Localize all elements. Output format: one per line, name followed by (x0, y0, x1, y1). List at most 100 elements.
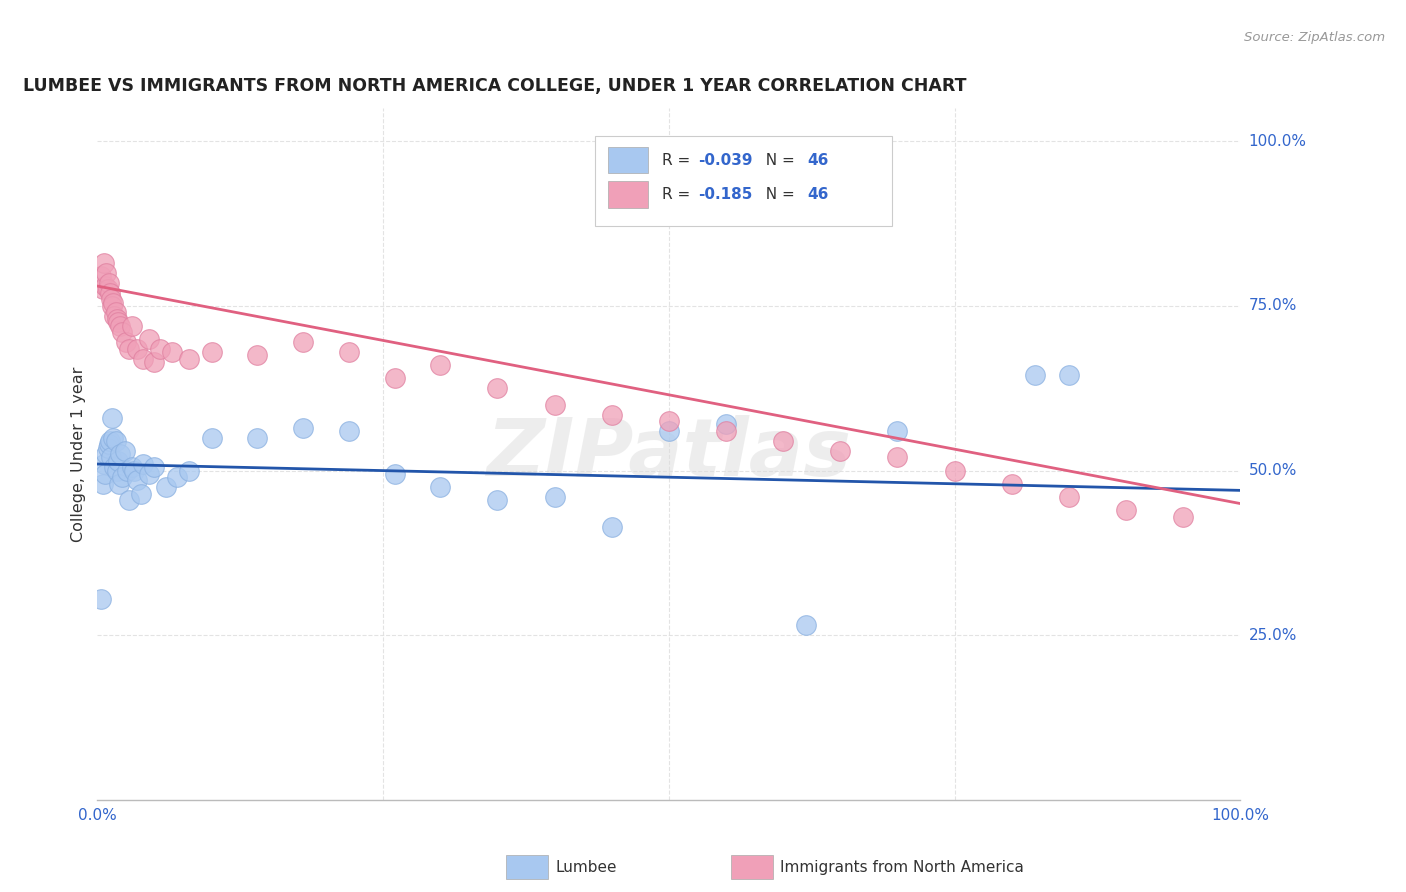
Point (246, 348, 269, 362)
Point (292, 335, 315, 350)
Point (96, 447, 118, 461)
Text: -0.185: -0.185 (699, 187, 754, 202)
Point (1173, 509, 1195, 524)
Y-axis label: College, Under 1 year: College, Under 1 year (72, 367, 86, 541)
Point (486, 493, 509, 508)
Point (98, 285, 121, 300)
Point (103, 431, 125, 445)
Point (115, 464, 138, 478)
Point (600, 519, 623, 533)
Text: ZIPatlas: ZIPatlas (486, 415, 851, 493)
Point (429, 480, 451, 494)
Point (90, 269, 112, 284)
Point (1115, 503, 1137, 517)
Point (91, 476, 114, 491)
Text: Immigrants from North America: Immigrants from North America (780, 860, 1024, 874)
Text: -0.039: -0.039 (699, 153, 754, 168)
Point (246, 431, 269, 445)
Point (543, 398, 565, 412)
Point (886, 424, 908, 438)
Point (658, 414, 681, 428)
Point (160, 345, 183, 359)
Text: LUMBEE VS IMMIGRANTS FROM NORTH AMERICA COLLEGE, UNDER 1 YEAR CORRELATION CHART: LUMBEE VS IMMIGRANTS FROM NORTH AMERICA … (22, 78, 966, 95)
Point (97, 282, 120, 296)
Point (292, 421, 315, 435)
Point (101, 410, 124, 425)
Point (155, 480, 177, 494)
Point (118, 342, 141, 356)
Point (429, 358, 451, 372)
Point (943, 464, 966, 478)
Text: R =: R = (662, 153, 695, 168)
Point (121, 318, 143, 333)
Point (177, 351, 200, 366)
Point (103, 309, 125, 323)
Text: Lumbee: Lumbee (555, 860, 617, 874)
Point (138, 332, 160, 346)
Point (177, 464, 200, 478)
Point (96, 266, 118, 280)
Point (108, 318, 131, 333)
Point (97, 437, 120, 451)
Point (543, 490, 565, 504)
Point (129, 486, 152, 500)
Point (1057, 490, 1080, 504)
Point (97, 441, 120, 455)
Point (143, 355, 166, 369)
Point (100, 292, 122, 306)
Point (122, 464, 145, 478)
Point (772, 434, 794, 448)
Point (111, 470, 134, 484)
Point (105, 464, 128, 478)
Point (132, 457, 155, 471)
Point (91, 282, 114, 296)
Text: 100.0%: 100.0% (1249, 134, 1306, 149)
Point (166, 470, 188, 484)
Text: R =: R = (662, 187, 695, 202)
Text: N =: N = (755, 187, 800, 202)
Point (103, 295, 125, 310)
Point (114, 443, 136, 458)
Point (108, 476, 131, 491)
Point (107, 315, 129, 329)
Point (794, 618, 817, 632)
Point (111, 325, 134, 339)
Text: N =: N = (755, 153, 800, 168)
Text: Source: ZipAtlas.com: Source: ZipAtlas.com (1244, 31, 1385, 45)
Point (143, 460, 166, 475)
Point (97, 276, 120, 290)
Point (108, 447, 131, 461)
Text: 50.0%: 50.0% (1249, 463, 1296, 478)
Point (93, 256, 115, 270)
Point (104, 305, 127, 319)
Point (886, 450, 908, 465)
Point (90, 592, 112, 607)
Point (94, 279, 117, 293)
Point (132, 351, 155, 366)
Point (714, 424, 737, 438)
Point (658, 424, 681, 438)
FancyBboxPatch shape (609, 181, 648, 208)
Point (1024, 368, 1046, 382)
Point (103, 460, 125, 475)
Point (384, 467, 406, 481)
FancyBboxPatch shape (595, 136, 891, 226)
Point (127, 342, 149, 356)
FancyBboxPatch shape (609, 147, 648, 173)
Point (94, 467, 117, 481)
Point (384, 371, 406, 385)
Point (100, 450, 122, 465)
Point (121, 460, 143, 475)
Text: 46: 46 (807, 153, 828, 168)
Point (337, 345, 360, 359)
Point (149, 342, 172, 356)
Point (830, 443, 852, 458)
Point (101, 299, 124, 313)
Text: 46: 46 (807, 187, 828, 202)
Point (115, 335, 138, 350)
Point (93, 457, 115, 471)
Point (98, 434, 121, 448)
Point (486, 381, 509, 395)
Point (105, 312, 128, 326)
Point (1001, 476, 1024, 491)
